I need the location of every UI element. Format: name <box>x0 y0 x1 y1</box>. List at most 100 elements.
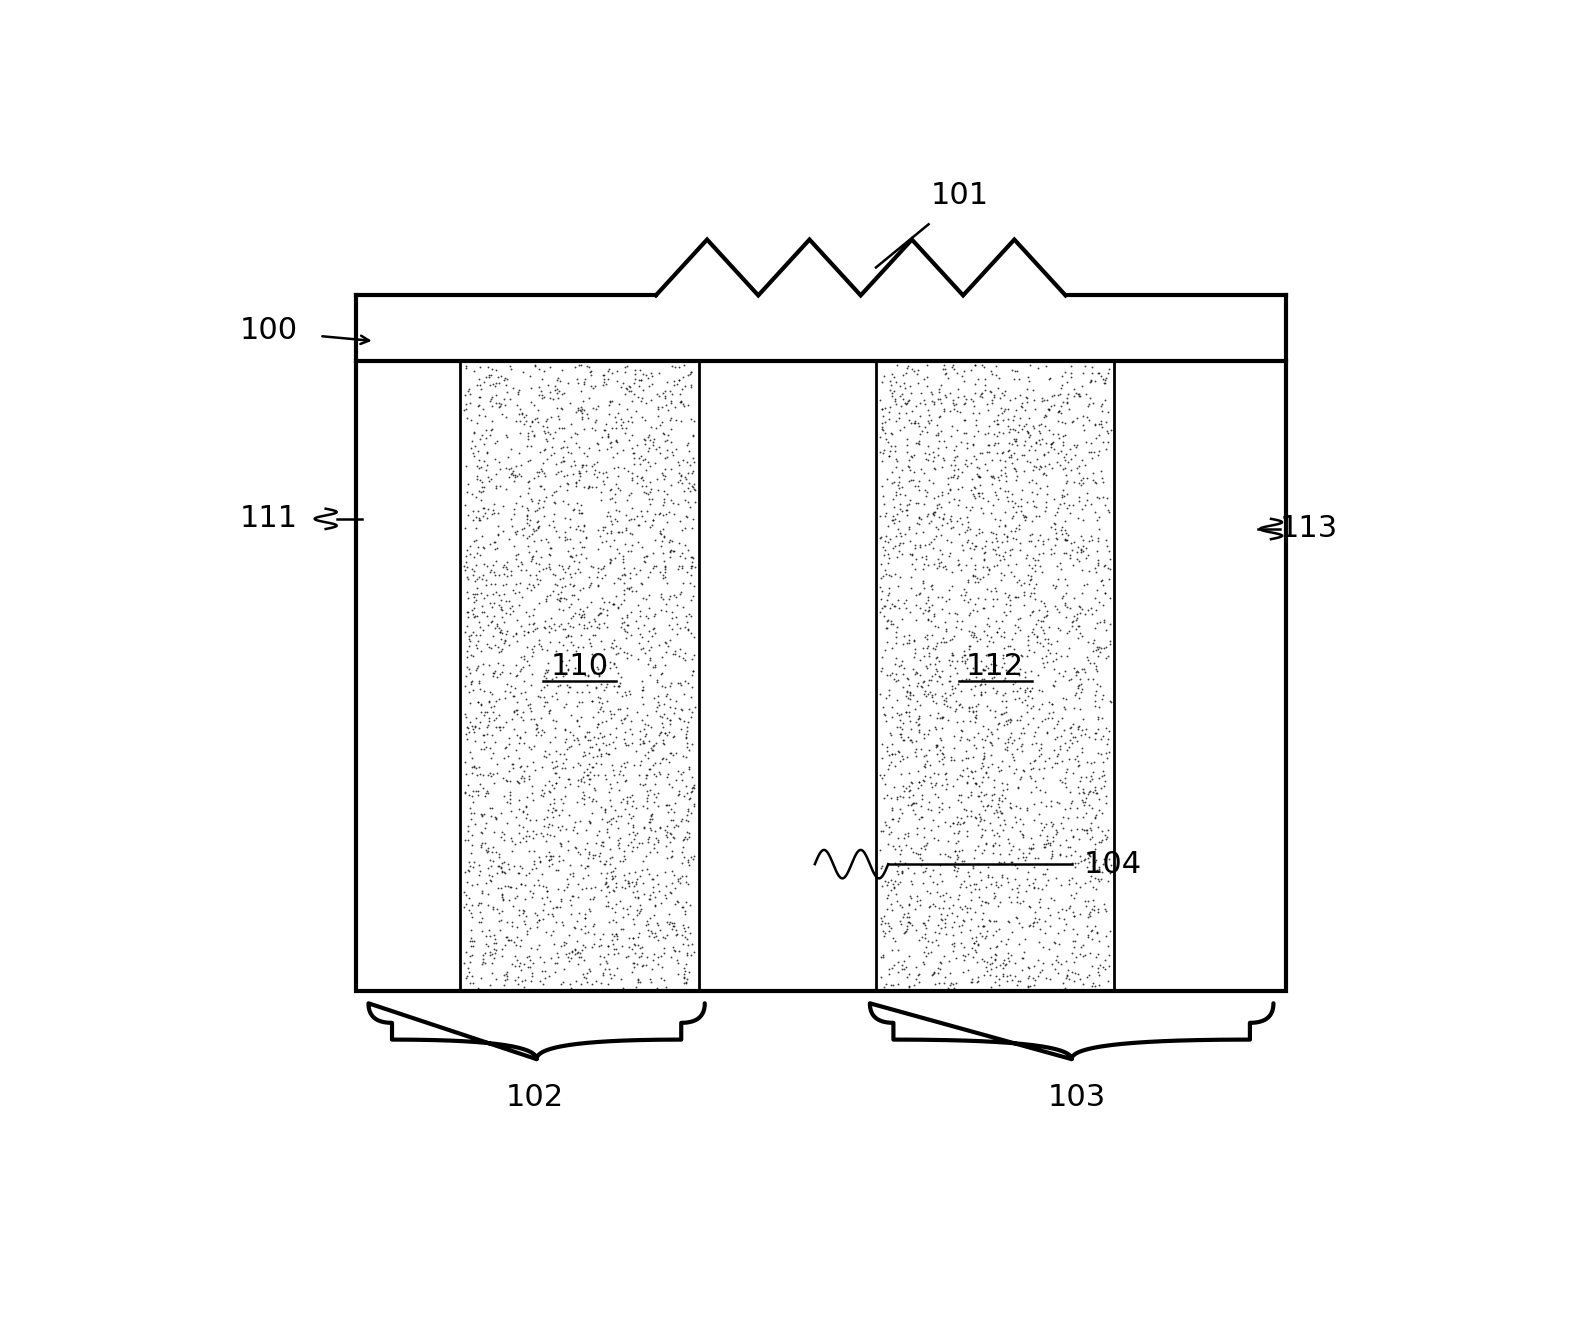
Point <box>918 819 944 840</box>
Point <box>993 814 1018 835</box>
Point <box>950 462 975 483</box>
Point <box>1054 392 1079 413</box>
Point <box>1023 907 1048 929</box>
Point <box>459 944 484 966</box>
Point <box>565 588 590 609</box>
Point <box>505 724 530 745</box>
Point <box>1079 955 1105 976</box>
Point <box>614 642 639 663</box>
Point <box>939 933 964 954</box>
Point <box>519 550 544 571</box>
Point <box>625 888 650 909</box>
Point <box>667 673 693 694</box>
Point <box>1056 960 1081 981</box>
Point <box>638 650 663 671</box>
Point <box>898 772 923 793</box>
Point <box>961 402 986 423</box>
Point <box>486 716 511 737</box>
Point <box>873 505 898 526</box>
Point <box>663 815 688 836</box>
Point <box>521 820 546 842</box>
Point <box>647 723 672 744</box>
Point <box>871 787 896 809</box>
Point <box>940 644 966 665</box>
Point <box>557 677 582 698</box>
Point <box>950 898 975 919</box>
Point <box>573 528 598 549</box>
Point <box>1026 421 1051 442</box>
Point <box>1084 674 1109 695</box>
Point <box>920 442 945 463</box>
Point <box>626 376 652 397</box>
Point <box>540 801 565 822</box>
Point <box>1054 530 1079 551</box>
Point <box>473 442 499 463</box>
Point <box>642 452 667 474</box>
Point <box>969 386 994 408</box>
Point <box>582 778 608 799</box>
Point <box>633 459 658 480</box>
Point <box>630 364 655 385</box>
Point <box>1083 852 1108 873</box>
Point <box>874 468 899 489</box>
Point <box>1075 896 1100 917</box>
Point <box>477 849 502 871</box>
Point <box>915 587 940 608</box>
Point <box>519 952 544 973</box>
Point <box>492 934 518 955</box>
Point <box>1046 493 1071 514</box>
Point <box>1026 950 1051 971</box>
Point <box>986 968 1011 989</box>
Point <box>1053 762 1078 783</box>
Point <box>1068 525 1094 546</box>
Point <box>911 756 936 777</box>
Point <box>464 638 489 660</box>
Point <box>477 356 502 377</box>
Point <box>462 634 488 656</box>
Point <box>592 613 617 634</box>
Point <box>1075 927 1100 948</box>
Point <box>1041 889 1067 910</box>
Point <box>915 505 940 526</box>
Point <box>1004 739 1029 760</box>
Point <box>1070 536 1095 557</box>
Point <box>1024 574 1049 595</box>
Point <box>963 902 988 923</box>
Point <box>1018 582 1043 603</box>
Point <box>975 719 1000 740</box>
Point <box>555 868 581 889</box>
Point <box>590 365 615 386</box>
Point <box>1083 728 1108 749</box>
Point <box>884 627 909 648</box>
Point <box>619 576 644 598</box>
Point <box>584 398 609 419</box>
Point <box>1018 765 1043 786</box>
Point <box>1075 819 1100 840</box>
Point <box>667 873 693 894</box>
Point <box>552 430 578 451</box>
Point <box>1079 769 1105 790</box>
Point <box>532 815 557 836</box>
Point <box>608 480 633 501</box>
Point <box>660 918 685 939</box>
Point <box>904 823 929 844</box>
Point <box>1073 849 1098 871</box>
Point <box>595 892 620 913</box>
Point <box>469 835 494 856</box>
Point <box>1032 456 1057 477</box>
Point <box>581 398 606 419</box>
Point <box>948 727 974 748</box>
Point <box>598 433 623 454</box>
Point <box>626 728 652 749</box>
Point <box>537 381 562 402</box>
Point <box>1040 831 1065 852</box>
Point <box>653 430 679 451</box>
Point <box>1030 952 1056 973</box>
Point <box>464 542 489 563</box>
Point <box>1068 719 1094 740</box>
Point <box>993 398 1018 419</box>
Point <box>570 605 595 627</box>
Point <box>488 621 513 642</box>
Point <box>671 830 696 851</box>
Point <box>568 607 593 628</box>
